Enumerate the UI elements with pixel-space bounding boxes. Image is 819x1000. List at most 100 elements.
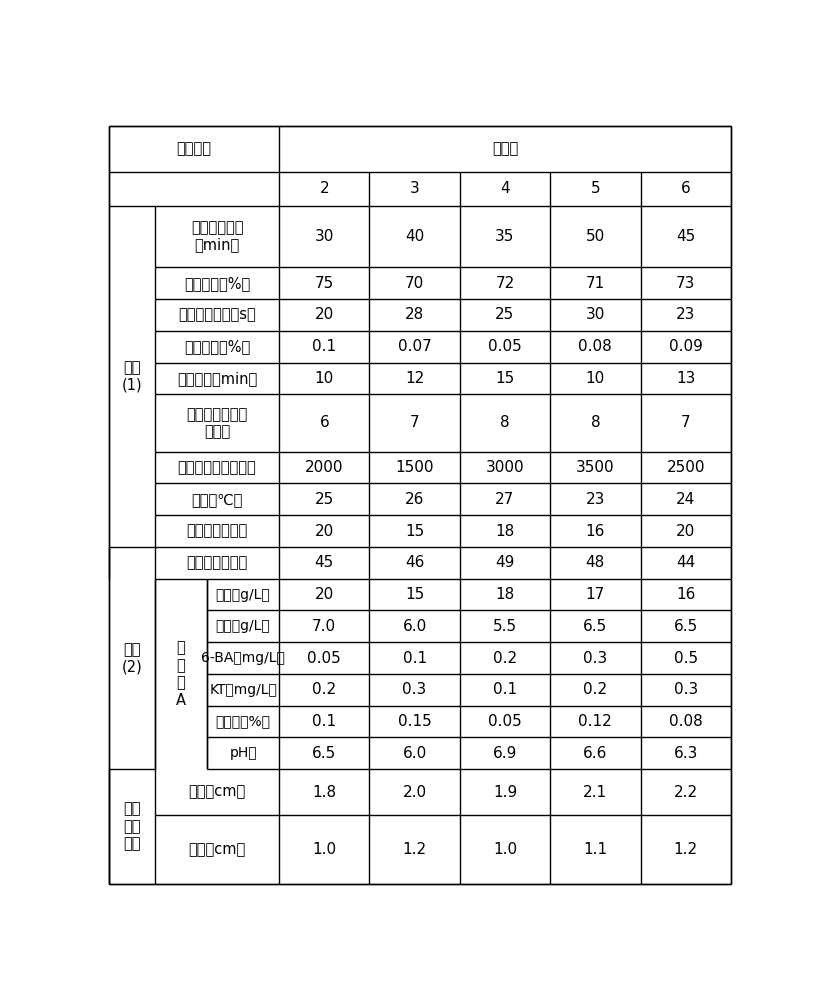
Text: 1500: 1500 [396, 460, 434, 475]
Text: 酒精消毒时间（s）: 酒精消毒时间（s） [179, 307, 256, 322]
Text: 0.3: 0.3 [402, 682, 427, 697]
Text: 0.07: 0.07 [398, 339, 432, 354]
Text: 2.2: 2.2 [674, 785, 698, 800]
Text: 12: 12 [405, 371, 424, 386]
Text: 0.08: 0.08 [578, 339, 613, 354]
Text: 6.9: 6.9 [493, 746, 517, 761]
Text: 5.5: 5.5 [493, 619, 517, 634]
Text: 1.8: 1.8 [312, 785, 337, 800]
Text: 0.2: 0.2 [493, 651, 517, 666]
Text: 16: 16 [676, 587, 695, 602]
Text: 20: 20 [314, 524, 334, 539]
Text: 25: 25 [314, 492, 334, 507]
Text: 3000: 3000 [486, 460, 524, 475]
Text: pH值: pH值 [229, 746, 257, 760]
Text: KT（mg/L）: KT（mg/L） [209, 683, 277, 697]
Text: 培养时间（天）: 培养时间（天） [187, 555, 247, 570]
Text: 1.0: 1.0 [493, 842, 517, 857]
Text: 35: 35 [495, 229, 514, 244]
Text: 7: 7 [410, 415, 419, 430]
Text: 70: 70 [405, 276, 424, 291]
Text: 73: 73 [676, 276, 695, 291]
Text: 2.0: 2.0 [403, 785, 427, 800]
Text: 步骤
(1): 步骤 (1) [121, 360, 143, 392]
Text: 15: 15 [495, 371, 514, 386]
Text: 4: 4 [500, 181, 509, 196]
Text: 消毒时间（min）: 消毒时间（min） [177, 371, 257, 386]
Text: 3500: 3500 [576, 460, 615, 475]
Text: 培
养
基
A: 培 养 基 A [176, 640, 186, 708]
Text: 1.2: 1.2 [403, 842, 427, 857]
Text: 20: 20 [314, 307, 334, 322]
Text: 46: 46 [405, 555, 424, 570]
Text: 0.3: 0.3 [583, 651, 608, 666]
Text: 根长（cm）: 根长（cm） [188, 842, 246, 857]
Text: 0.5: 0.5 [674, 651, 698, 666]
Text: 28: 28 [405, 307, 424, 322]
Text: 培育时间（天）: 培育时间（天） [187, 524, 247, 539]
Text: 2: 2 [319, 181, 329, 196]
Text: 40: 40 [405, 229, 424, 244]
Text: 2000: 2000 [305, 460, 343, 475]
Text: 30: 30 [586, 307, 605, 322]
Text: 72: 72 [495, 276, 514, 291]
Text: 0.12: 0.12 [578, 714, 613, 729]
Text: 16: 16 [586, 524, 605, 539]
Text: 45: 45 [314, 555, 334, 570]
Text: 8: 8 [590, 415, 600, 430]
Text: 光照强度（勒克斯）: 光照强度（勒克斯） [178, 460, 256, 475]
Text: 6: 6 [681, 181, 690, 196]
Text: 温度（℃）: 温度（℃） [192, 492, 242, 507]
Text: 0.2: 0.2 [583, 682, 608, 697]
Text: 技术参数: 技术参数 [176, 142, 211, 157]
Text: 0.05: 0.05 [488, 714, 522, 729]
Text: 酒精浓度（%）: 酒精浓度（%） [184, 276, 250, 291]
Text: 1.0: 1.0 [312, 842, 337, 857]
Text: 琼脂（g/L）: 琼脂（g/L） [215, 619, 270, 633]
Text: 0.05: 0.05 [488, 339, 522, 354]
Text: 1.1: 1.1 [583, 842, 608, 857]
Text: 步骤
(2): 步骤 (2) [121, 642, 143, 674]
Text: 23: 23 [676, 307, 695, 322]
Text: 23: 23 [586, 492, 605, 507]
Text: 6.0: 6.0 [402, 746, 427, 761]
Text: 8: 8 [500, 415, 509, 430]
Text: 0.15: 0.15 [398, 714, 432, 729]
Text: 5: 5 [590, 181, 600, 196]
Text: 0.3: 0.3 [673, 682, 698, 697]
Text: 20: 20 [314, 587, 334, 602]
Text: 株高（cm）: 株高（cm） [188, 785, 246, 800]
Text: 清水冲洗时间
（min）: 清水冲洗时间 （min） [191, 220, 243, 253]
Text: 18: 18 [495, 587, 514, 602]
Text: 蔗糖（g/L）: 蔗糖（g/L） [215, 588, 270, 602]
Text: 15: 15 [405, 524, 424, 539]
Text: 2.1: 2.1 [583, 785, 608, 800]
Text: 10: 10 [586, 371, 605, 386]
Text: 48: 48 [586, 555, 605, 570]
Text: 24: 24 [676, 492, 695, 507]
Text: 0.09: 0.09 [669, 339, 703, 354]
Text: 6.0: 6.0 [402, 619, 427, 634]
Text: 6-BA（mg/L）: 6-BA（mg/L） [201, 651, 285, 665]
Text: 71: 71 [586, 276, 605, 291]
Text: 3: 3 [410, 181, 419, 196]
Text: 实施例: 实施例 [492, 142, 518, 157]
Text: 49: 49 [495, 555, 514, 570]
Text: 6.5: 6.5 [312, 746, 337, 761]
Text: 6: 6 [319, 415, 329, 430]
Text: 26: 26 [405, 492, 424, 507]
Text: 45: 45 [676, 229, 695, 244]
Text: 7: 7 [681, 415, 690, 430]
Text: 无菌水冲洗次数
（次）: 无菌水冲洗次数 （次） [187, 407, 247, 439]
Text: 0.1: 0.1 [493, 682, 517, 697]
Text: 75: 75 [314, 276, 334, 291]
Text: 20: 20 [676, 524, 695, 539]
Text: 15: 15 [405, 587, 424, 602]
Text: 0.1: 0.1 [312, 339, 337, 354]
Text: 25: 25 [495, 307, 514, 322]
Text: 18: 18 [495, 524, 514, 539]
Text: 2500: 2500 [667, 460, 705, 475]
Text: 升汞浓度（%）: 升汞浓度（%） [184, 339, 250, 354]
Text: 30: 30 [314, 229, 334, 244]
Text: 0.2: 0.2 [312, 682, 337, 697]
